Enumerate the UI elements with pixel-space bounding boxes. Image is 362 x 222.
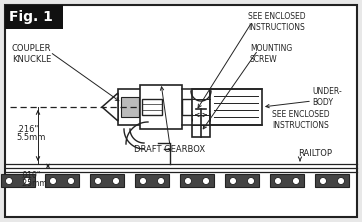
Text: DRAFT GEARBOX: DRAFT GEARBOX [134,145,206,155]
Bar [210,89,262,125]
Bar [182,99,192,115]
Text: 5.5mm: 5.5mm [16,133,45,143]
Bar [5,5,63,29]
Bar [270,174,304,187]
Circle shape [67,178,75,184]
Bar [180,174,214,187]
Polygon shape [102,93,118,121]
Circle shape [113,178,119,184]
Bar [142,99,162,115]
Circle shape [292,178,299,184]
Bar [142,99,162,115]
Circle shape [24,178,30,184]
Text: RAILTOP: RAILTOP [298,149,332,159]
Circle shape [5,178,13,184]
Circle shape [139,178,147,184]
Circle shape [50,178,56,184]
Text: .010": .010" [20,172,41,180]
Text: SEE ENCLOSED
INSTRUCTIONS: SEE ENCLOSED INSTRUCTIONS [248,12,306,32]
Text: UNDER-
BODY: UNDER- BODY [312,87,342,107]
Circle shape [320,178,327,184]
Bar [1,174,35,187]
Circle shape [157,178,164,184]
Text: COUPLER
KNUCKLE: COUPLER KNUCKLE [12,44,51,64]
Bar [45,174,79,187]
Text: Fig. 1: Fig. 1 [9,10,53,24]
Bar [192,89,210,137]
Circle shape [202,178,210,184]
Bar [90,174,124,187]
Text: SEE ENCLOSED
INSTRUCTIONS: SEE ENCLOSED INSTRUCTIONS [272,110,330,130]
Bar [225,174,259,187]
Bar [121,97,139,117]
Circle shape [230,178,236,184]
Circle shape [248,178,254,184]
Bar [135,174,169,187]
Circle shape [337,178,345,184]
Text: .216": .216" [16,125,38,135]
Text: .25mm: .25mm [20,178,47,188]
Bar [118,89,142,125]
Bar [315,174,349,187]
Circle shape [274,178,282,184]
Bar [140,85,182,129]
Text: MOUNTING
SCREW: MOUNTING SCREW [250,44,292,64]
Circle shape [185,178,191,184]
Circle shape [94,178,101,184]
